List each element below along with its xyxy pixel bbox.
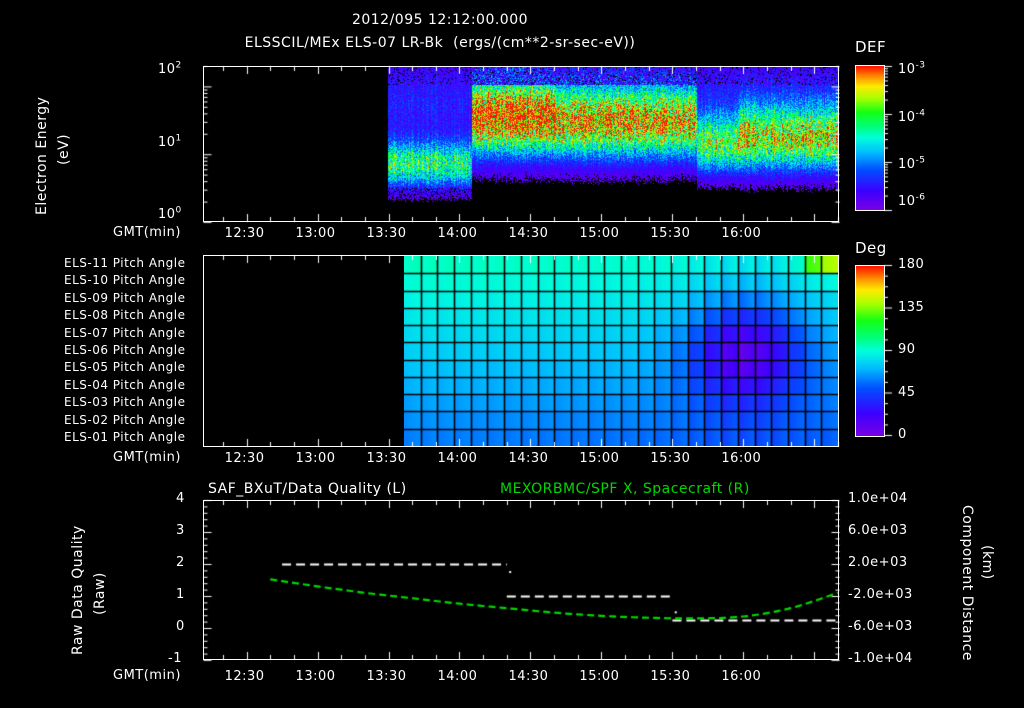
panel3-ylabel-right-units: (km) xyxy=(979,545,995,580)
time-tick-label: 15:00 xyxy=(579,669,620,684)
panel1-ylabel-units: (eV) xyxy=(56,133,72,165)
time-tick-label: 12:30 xyxy=(224,226,265,241)
colorbar2-ticks xyxy=(884,262,898,442)
time-tick-label: 13:30 xyxy=(366,451,407,466)
panel3-right-tick-label: -6.0e+03 xyxy=(848,619,913,634)
panel1-ytick-0: 100 xyxy=(158,205,182,222)
panel3-right-tick-label: -2.0e+03 xyxy=(848,587,913,602)
pitch-angle-row-label: ELS-01 Pitch Angle xyxy=(64,430,186,445)
panel3-right-tick-label: 1.0e+04 xyxy=(848,491,908,506)
colorbar1-tick-1: 10-4 xyxy=(898,108,926,125)
pitch-angle-row-label: ELS-02 Pitch Angle xyxy=(64,412,186,427)
panel3-left-tick-label: 0 xyxy=(176,619,185,634)
colorbar2-tick-label: 180 xyxy=(898,257,925,272)
time-tick-label: 16:00 xyxy=(721,669,762,684)
pitch-angle-row-label: ELS-03 Pitch Angle xyxy=(64,395,186,410)
colorbar2-tick-label: 0 xyxy=(898,427,907,442)
panel3-left-tick-label: -1 xyxy=(168,651,182,666)
panel3-ticks xyxy=(180,490,880,680)
colorbar2-tick-label: 90 xyxy=(898,342,916,357)
time-tick-label: 12:30 xyxy=(224,451,265,466)
def-colorbar xyxy=(856,66,884,210)
time-tick-label: 14:00 xyxy=(437,669,478,684)
pitch-angle-row-label: ELS-10 Pitch Angle xyxy=(64,273,186,288)
colorbar1-title: DEF xyxy=(855,38,887,56)
panel3-ylabel-right: Component Distance xyxy=(959,505,975,661)
panel3-ylabel-left-units: (Raw) xyxy=(92,572,108,615)
panel2-ticks xyxy=(180,240,880,460)
time-tick-label: 13:30 xyxy=(366,226,407,241)
panel3-left-tick-label: 2 xyxy=(176,555,185,570)
time-tick-label: 15:30 xyxy=(650,451,691,466)
pitch-angle-row-label: ELS-07 Pitch Angle xyxy=(64,325,186,340)
time-tick-label: 14:30 xyxy=(508,226,549,241)
time-tick-label: 16:00 xyxy=(721,226,762,241)
time-tick-label: 15:00 xyxy=(579,226,620,241)
time-tick-label: 15:00 xyxy=(579,451,620,466)
time-tick-label: 13:00 xyxy=(295,226,336,241)
time-tick-label: 13:00 xyxy=(295,451,336,466)
colorbar1-tick-2: 10-5 xyxy=(898,155,926,172)
page-title: 2012/095 12:12:00.000 xyxy=(351,12,529,28)
panel3-left-tick-label: 4 xyxy=(176,491,185,506)
pitch-angle-row-label: ELS-08 Pitch Angle xyxy=(64,308,186,323)
panel3-left-tick-label: 1 xyxy=(176,587,185,602)
panel3-left-tick-label: 3 xyxy=(176,523,185,538)
panel1-ticks xyxy=(180,50,880,250)
time-tick-label: 14:30 xyxy=(508,451,549,466)
time-tick-label: 14:30 xyxy=(508,669,549,684)
colorbar2-tick-label: 45 xyxy=(898,384,916,400)
time-tick-label: 16:00 xyxy=(721,451,762,466)
panel3-right-tick-label: 2.0e+03 xyxy=(848,555,908,570)
time-tick-label: 13:30 xyxy=(366,669,407,684)
pitch-angle-row-label: ELS-05 Pitch Angle xyxy=(64,360,186,375)
time-tick-label: 13:00 xyxy=(295,669,336,684)
pitch-angle-row-label: ELS-09 Pitch Angle xyxy=(64,290,186,305)
panel1-xlabel: GMT(min) xyxy=(113,225,181,240)
pitch-angle-row-label: ELS-11 Pitch Angle xyxy=(64,255,186,270)
time-tick-label: 14:00 xyxy=(437,451,478,466)
page-subtitle: ELSSCIL/MEx ELS-07 LR-Bk (ergs/(cm**2-sr… xyxy=(244,35,636,51)
colorbar1-ticks xyxy=(884,63,898,213)
time-tick-label: 15:30 xyxy=(650,226,691,241)
panel1-ytick-2: 102 xyxy=(158,60,182,77)
time-tick-label: 14:00 xyxy=(437,226,478,241)
pitch-angle-row-label: ELS-04 Pitch Angle xyxy=(64,377,186,392)
pitch-angle-row-label: ELS-06 Pitch Angle xyxy=(64,343,186,357)
time-tick-label: 15:30 xyxy=(650,669,691,684)
time-tick-label: 12:30 xyxy=(224,669,265,684)
panel3-xlabel: GMT(min) xyxy=(113,668,181,683)
colorbar2-title: Deg xyxy=(855,239,887,257)
colorbar1-tick-3: 10-6 xyxy=(898,192,926,209)
colorbar2-frame xyxy=(855,265,885,437)
panel2-xlabel: GMT(min) xyxy=(113,450,181,465)
panel3-ylabel-left: Raw Data Quality xyxy=(70,525,86,655)
panel1-ytick-1: 101 xyxy=(158,133,182,150)
deg-colorbar xyxy=(856,266,884,436)
colorbar1-tick-0: 10-3 xyxy=(898,60,926,77)
panel1-ylabel: Electron Energy xyxy=(34,96,50,215)
colorbar1-frame xyxy=(855,65,885,211)
panel3-right-tick-label: -1.0e+04 xyxy=(848,651,913,666)
panel3-right-tick-label: 6.0e+03 xyxy=(848,523,908,538)
colorbar2-tick-label: 135 xyxy=(898,299,925,315)
